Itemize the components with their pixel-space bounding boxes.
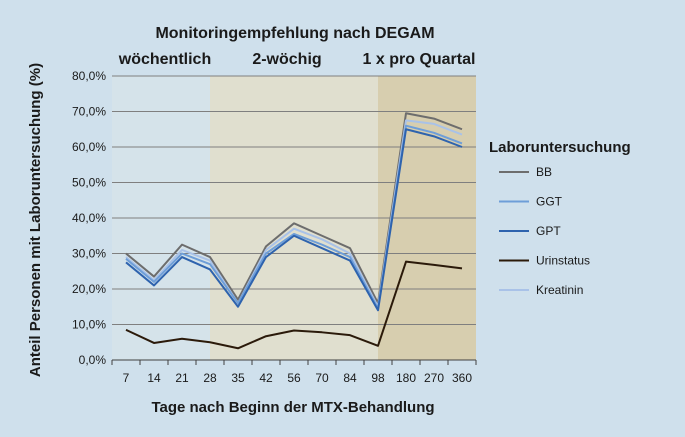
x-tick-label: 360 bbox=[452, 371, 472, 385]
chart-title: Monitoringempfehlung nach DEGAM bbox=[155, 25, 434, 42]
legend-label: Kreatinin bbox=[536, 283, 583, 297]
x-tick-label: 7 bbox=[123, 371, 130, 385]
x-tick-label: 98 bbox=[371, 371, 385, 385]
series-line-gpt bbox=[125, 128, 463, 312]
y-tick-label: 40,0% bbox=[72, 211, 106, 225]
phase-label: wöchentlich bbox=[118, 51, 211, 68]
x-tick-label: 84 bbox=[343, 371, 357, 385]
series-line-ggt bbox=[125, 124, 463, 310]
x-tick-label: 180 bbox=[396, 371, 416, 385]
series-line-bb bbox=[125, 112, 463, 305]
y-tick-label: 80,0% bbox=[72, 69, 106, 83]
series-line-kreatinin bbox=[125, 119, 463, 308]
x-tick-label: 21 bbox=[175, 371, 189, 385]
x-tick-label: 270 bbox=[424, 371, 444, 385]
phase-label: 2-wöchig bbox=[252, 51, 321, 68]
legend-label: GPT bbox=[536, 224, 561, 238]
x-tick-label: 56 bbox=[287, 371, 301, 385]
y-tick-label: 10,0% bbox=[72, 318, 106, 332]
x-axis-label: Tage nach Beginn der MTX-Behandlung bbox=[151, 399, 434, 416]
y-tick-label: 0,0% bbox=[79, 353, 107, 367]
x-tick-label: 42 bbox=[259, 371, 273, 385]
legend-label: Urinstatus bbox=[536, 254, 590, 268]
y-tick-label: 60,0% bbox=[72, 140, 106, 154]
y-axis-label: Anteil Personen mit Laboruntersuchung (%… bbox=[27, 63, 44, 377]
y-tick-label: 70,0% bbox=[72, 105, 106, 119]
phase-label: 1 x pro Quartal bbox=[363, 51, 476, 68]
x-tick-label: 35 bbox=[231, 371, 245, 385]
legend-label: BB bbox=[536, 165, 552, 179]
y-tick-label: 20,0% bbox=[72, 282, 106, 296]
legend-label: GGT bbox=[536, 195, 563, 209]
legend-title: Laboruntersuchung bbox=[489, 139, 631, 156]
x-tick-label: 14 bbox=[147, 371, 161, 385]
y-tick-label: 30,0% bbox=[72, 247, 106, 261]
series-line-urinstatus bbox=[125, 260, 463, 350]
y-tick-label: 50,0% bbox=[72, 176, 106, 190]
x-tick-label: 28 bbox=[203, 371, 217, 385]
x-tick-label: 70 bbox=[315, 371, 329, 385]
